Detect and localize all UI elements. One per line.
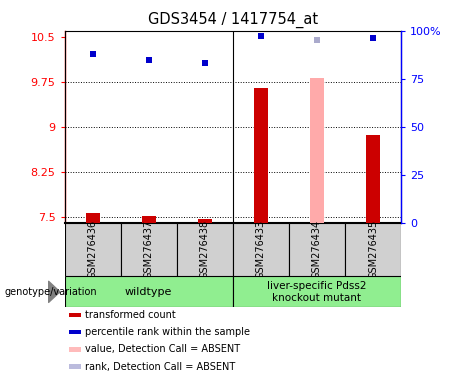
Text: GSM276433: GSM276433 — [256, 220, 266, 279]
Text: GSM276436: GSM276436 — [88, 220, 98, 279]
Bar — [310, 78, 324, 223]
Text: GSM276434: GSM276434 — [312, 220, 322, 279]
Bar — [142, 215, 156, 223]
Text: wildtype: wildtype — [125, 287, 172, 297]
Text: rank, Detection Call = ABSENT: rank, Detection Call = ABSENT — [85, 362, 236, 372]
Bar — [289, 223, 345, 276]
Text: genotype/variation: genotype/variation — [5, 287, 97, 297]
Polygon shape — [48, 281, 60, 303]
Bar — [65, 223, 121, 276]
Text: value, Detection Call = ABSENT: value, Detection Call = ABSENT — [85, 344, 240, 354]
Bar — [233, 223, 289, 276]
Text: percentile rank within the sample: percentile rank within the sample — [85, 327, 250, 337]
Bar — [86, 212, 100, 223]
Text: GSM276435: GSM276435 — [368, 220, 378, 279]
Bar — [366, 134, 380, 223]
Bar — [65, 276, 233, 307]
Bar — [345, 223, 401, 276]
Bar — [198, 218, 212, 223]
Text: liver-specific Pdss2
knockout mutant: liver-specific Pdss2 knockout mutant — [267, 281, 366, 303]
Text: transformed count: transformed count — [85, 310, 176, 320]
Text: GSM276438: GSM276438 — [200, 220, 210, 279]
Text: GSM276437: GSM276437 — [144, 220, 154, 279]
Bar — [233, 276, 401, 307]
Bar — [177, 223, 233, 276]
Bar — [254, 88, 268, 223]
Bar — [121, 223, 177, 276]
Title: GDS3454 / 1417754_at: GDS3454 / 1417754_at — [148, 12, 318, 28]
